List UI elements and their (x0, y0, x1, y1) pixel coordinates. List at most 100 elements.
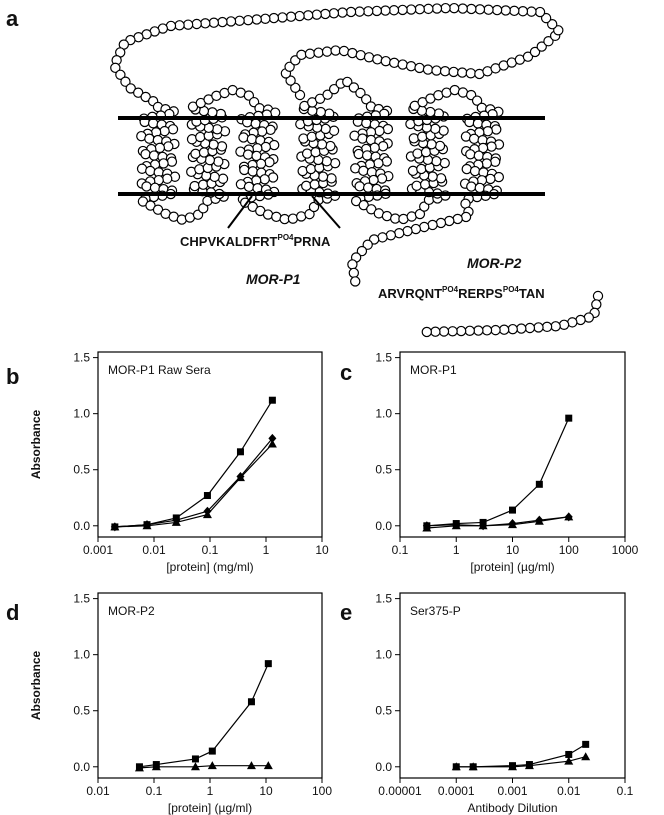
point (564, 512, 573, 522)
residue (439, 157, 450, 169)
residue (316, 139, 328, 150)
point (207, 761, 217, 770)
pointer-line (227, 195, 253, 229)
chart-title: MOR-P1 (410, 363, 457, 377)
residue (533, 322, 544, 333)
peptide-name: MOR-P2 (467, 255, 522, 271)
residue (159, 125, 170, 137)
residue (313, 47, 324, 58)
y-tick-label: 0.5 (73, 704, 90, 718)
residue (255, 158, 267, 169)
residue (328, 8, 340, 19)
point (264, 660, 272, 668)
point (582, 740, 590, 748)
residue (355, 87, 366, 99)
x-tick-label: 10 (315, 543, 329, 557)
residue (195, 131, 206, 143)
point (564, 756, 574, 765)
x-tick-label: 0.1 (617, 784, 634, 798)
residue (217, 173, 229, 184)
residue (430, 123, 441, 135)
residue (465, 68, 477, 79)
point (468, 762, 478, 771)
residue (191, 18, 202, 30)
point (190, 762, 200, 771)
peptide-name: MOR-P1 (246, 271, 301, 287)
residue (431, 65, 442, 76)
residue (268, 12, 280, 24)
residue (408, 133, 420, 144)
residue (213, 156, 224, 167)
series-line (456, 756, 586, 768)
residue (382, 123, 394, 135)
residue (209, 171, 220, 183)
residue (362, 182, 374, 193)
residue (448, 66, 459, 78)
residue (397, 59, 408, 70)
residue (376, 173, 388, 184)
residue (490, 324, 501, 336)
residue (363, 6, 374, 17)
peptide-part: PRNA (294, 234, 331, 249)
residue (322, 89, 333, 100)
residue (194, 164, 205, 175)
residue (440, 2, 451, 14)
residue (294, 10, 305, 22)
residue (144, 133, 155, 144)
residue (405, 4, 417, 15)
x-tick-label: 0.001 (497, 784, 527, 798)
panel-label: d (6, 600, 19, 625)
residue (369, 142, 380, 153)
residue (320, 123, 331, 135)
residue (198, 147, 210, 158)
x-tick-label: 0.0001 (438, 784, 475, 798)
point (151, 762, 161, 771)
residue (372, 54, 383, 65)
residue (243, 181, 255, 193)
residue (306, 131, 318, 142)
residue (251, 14, 262, 25)
residue (457, 3, 468, 14)
residue (256, 126, 268, 137)
series-line (426, 516, 569, 529)
residue (466, 181, 477, 192)
residue (326, 173, 337, 184)
point (451, 762, 461, 771)
residue (302, 10, 314, 21)
residue (147, 118, 159, 129)
residue (438, 125, 449, 136)
residue (434, 140, 446, 152)
residue (355, 49, 366, 61)
x-axis-label: Antibody Dilution (467, 801, 557, 815)
residue (320, 8, 331, 20)
residue (486, 141, 497, 152)
residue (348, 82, 360, 93)
y-tick-label: 0.5 (375, 463, 392, 477)
residue (330, 45, 341, 56)
pointer-line (311, 195, 341, 229)
peptide-part: CHPVKALDFRT (180, 234, 278, 249)
x-tick-label: 0.00001 (378, 784, 422, 798)
residue (435, 173, 447, 184)
point (422, 521, 431, 531)
y-tick-label: 0.0 (375, 760, 392, 774)
residue (354, 6, 365, 17)
point (565, 414, 573, 422)
residue (110, 62, 121, 74)
residue (363, 52, 375, 63)
y-axis-label: Absorbance (29, 410, 43, 480)
series-line (114, 443, 273, 528)
residue (208, 17, 220, 28)
residue (472, 118, 484, 129)
y-tick-label: 0.0 (375, 519, 392, 533)
y-tick-label: 1.5 (375, 592, 392, 606)
residue (591, 299, 602, 310)
point (134, 763, 144, 772)
panel-label: e (340, 600, 352, 625)
residue (362, 239, 373, 250)
residue (524, 322, 536, 334)
y-tick-label: 0.5 (375, 704, 392, 718)
receptor-diagram (110, 2, 604, 338)
point (247, 698, 255, 706)
residue (422, 64, 434, 75)
